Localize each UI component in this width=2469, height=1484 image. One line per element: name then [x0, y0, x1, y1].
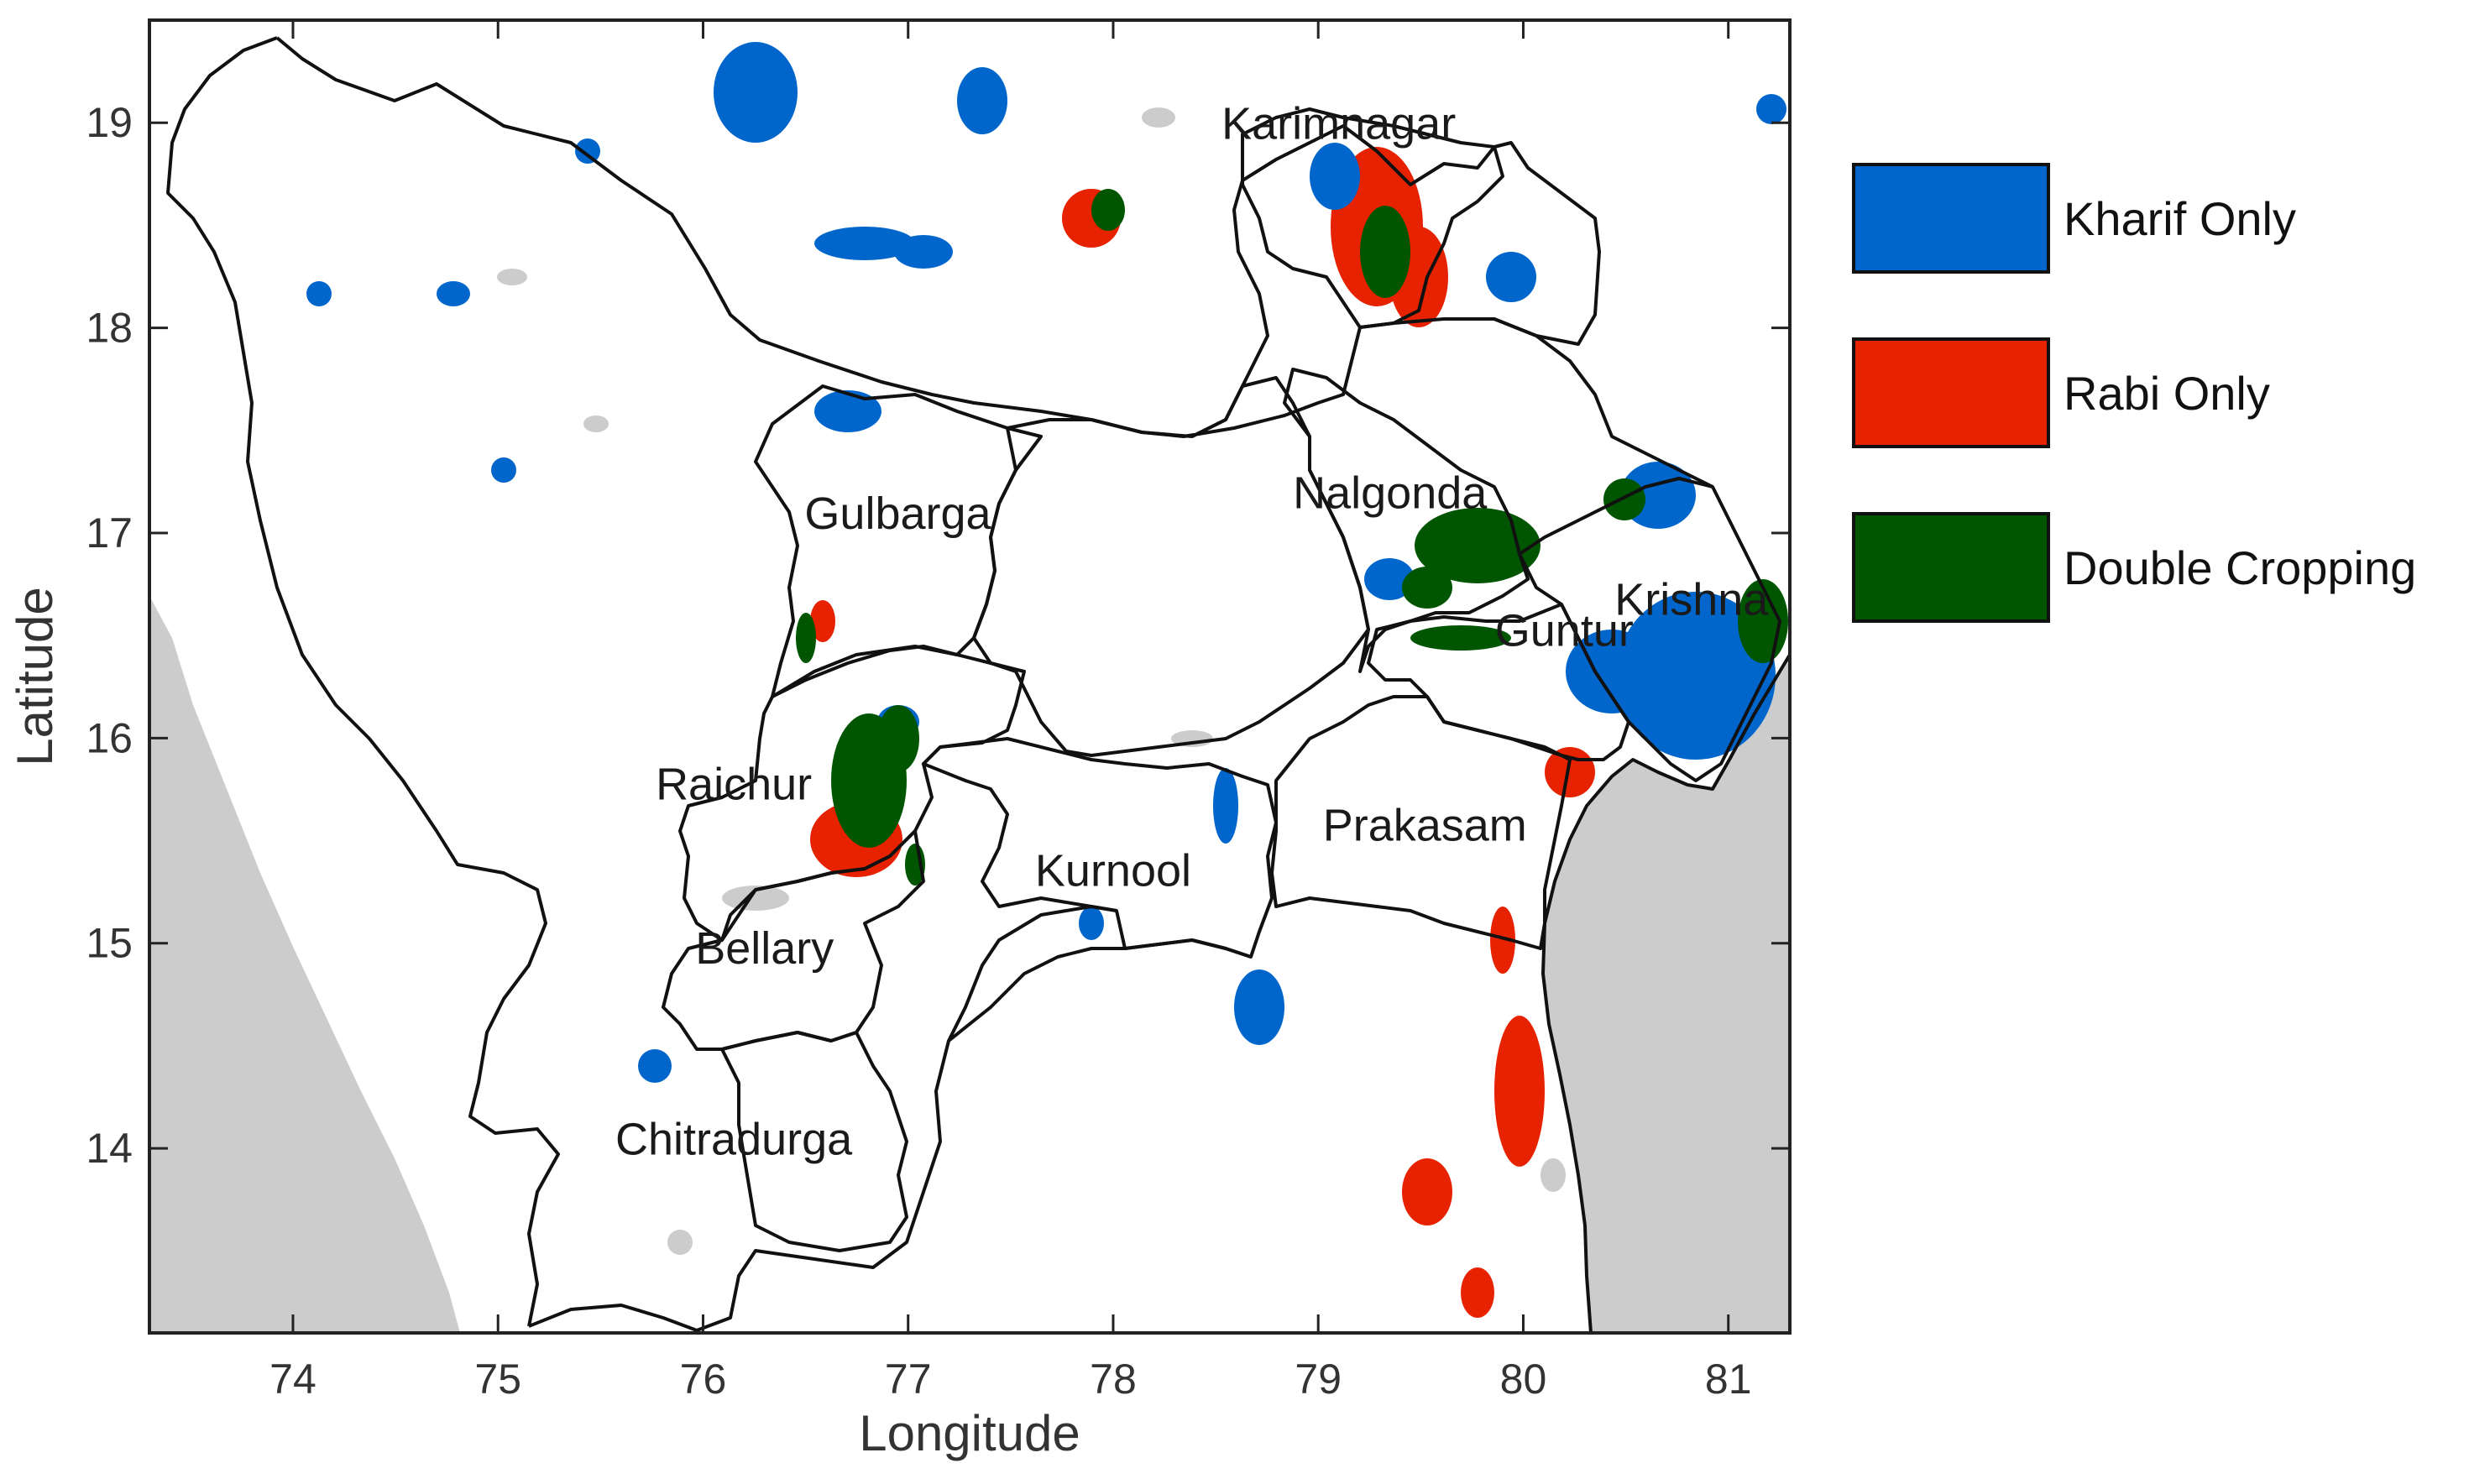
x-tick-label: 74: [269, 1356, 316, 1403]
x-tick-label: 79: [1295, 1356, 1342, 1403]
plot-background: [149, 20, 1790, 1333]
plot-frame: [148, 18, 1792, 1335]
district-label-kurnool: Kurnool: [1035, 845, 1191, 896]
district-label-bellary: Bellary: [695, 923, 834, 974]
legend-label: Rabi Only: [2064, 367, 2270, 420]
district-label-krishna: Krishna: [1614, 575, 1769, 625]
legend-swatch: [1852, 337, 2050, 448]
legend-swatch: [1852, 163, 2050, 274]
y-tick-label: 16: [86, 714, 133, 761]
boundary-coast-east: [1541, 653, 1790, 1333]
x-tick-label: 81: [1705, 1356, 1752, 1403]
district-label-nalgonda: Nalgonda: [1293, 468, 1488, 519]
boundary-east-inner: [1493, 317, 1713, 489]
y-tick-label: 17: [86, 509, 133, 556]
legend-label: Double Cropping: [2064, 541, 2416, 594]
legend: Kharif Only Rabi Only Double Cropping: [1852, 163, 2416, 623]
axis-ticks: 74 75 76 77 78 79 80 81 14 15 16 17 18 19: [86, 20, 1790, 1403]
double-cropping-areas: [796, 189, 1788, 886]
legend-label: Kharif Only: [2064, 192, 2296, 245]
y-tick-label: 19: [86, 99, 133, 146]
x-tick-label: 77: [885, 1356, 932, 1403]
district-label-karimnagar: Karimnagar: [1221, 99, 1456, 149]
district-label-raichur: Raichur: [656, 760, 812, 810]
district-label-chitradurga: Chitradurga: [615, 1114, 853, 1164]
bay-of-bengal: [1543, 655, 1790, 1333]
x-tick-label: 76: [680, 1356, 727, 1403]
x-tick-label: 75: [474, 1356, 521, 1403]
boundary-guntur: [1367, 603, 1630, 761]
y-tick-label: 18: [86, 305, 133, 352]
boundary-prakasam: [1270, 695, 1572, 950]
boundary-karimnagar: [1241, 107, 1504, 329]
boundary-anantapur: [947, 938, 1252, 1042]
y-tick-label: 14: [86, 1125, 133, 1172]
y-tick-label: 15: [86, 920, 133, 967]
boundary-gulbarga: [754, 384, 1043, 698]
x-tick-label: 80: [1500, 1356, 1547, 1403]
arabian-sea: [149, 596, 460, 1333]
x-axis-label: Longitude: [859, 1405, 1080, 1461]
boundary-nalgonda: [1283, 368, 1530, 673]
boundary-west-state: [166, 36, 560, 1327]
boundary-chitradurga: [720, 1031, 908, 1252]
boundary-karnataka-south: [528, 905, 1117, 1332]
x-tick-label: 78: [1090, 1356, 1137, 1403]
water-bodies: [497, 107, 1566, 1255]
district-label-prakasam: Prakasam: [1323, 801, 1527, 851]
district-label-guntur: Guntur: [1495, 605, 1634, 656]
kharif-areas: [306, 42, 1786, 1083]
boundary-mahabubnagar: [972, 376, 1370, 757]
legend-swatch: [1852, 512, 2050, 623]
district-boundaries: [166, 36, 1790, 1333]
y-axis-label: Latitude: [7, 587, 63, 766]
district-label-gulbarga: Gulbarga: [804, 489, 991, 539]
